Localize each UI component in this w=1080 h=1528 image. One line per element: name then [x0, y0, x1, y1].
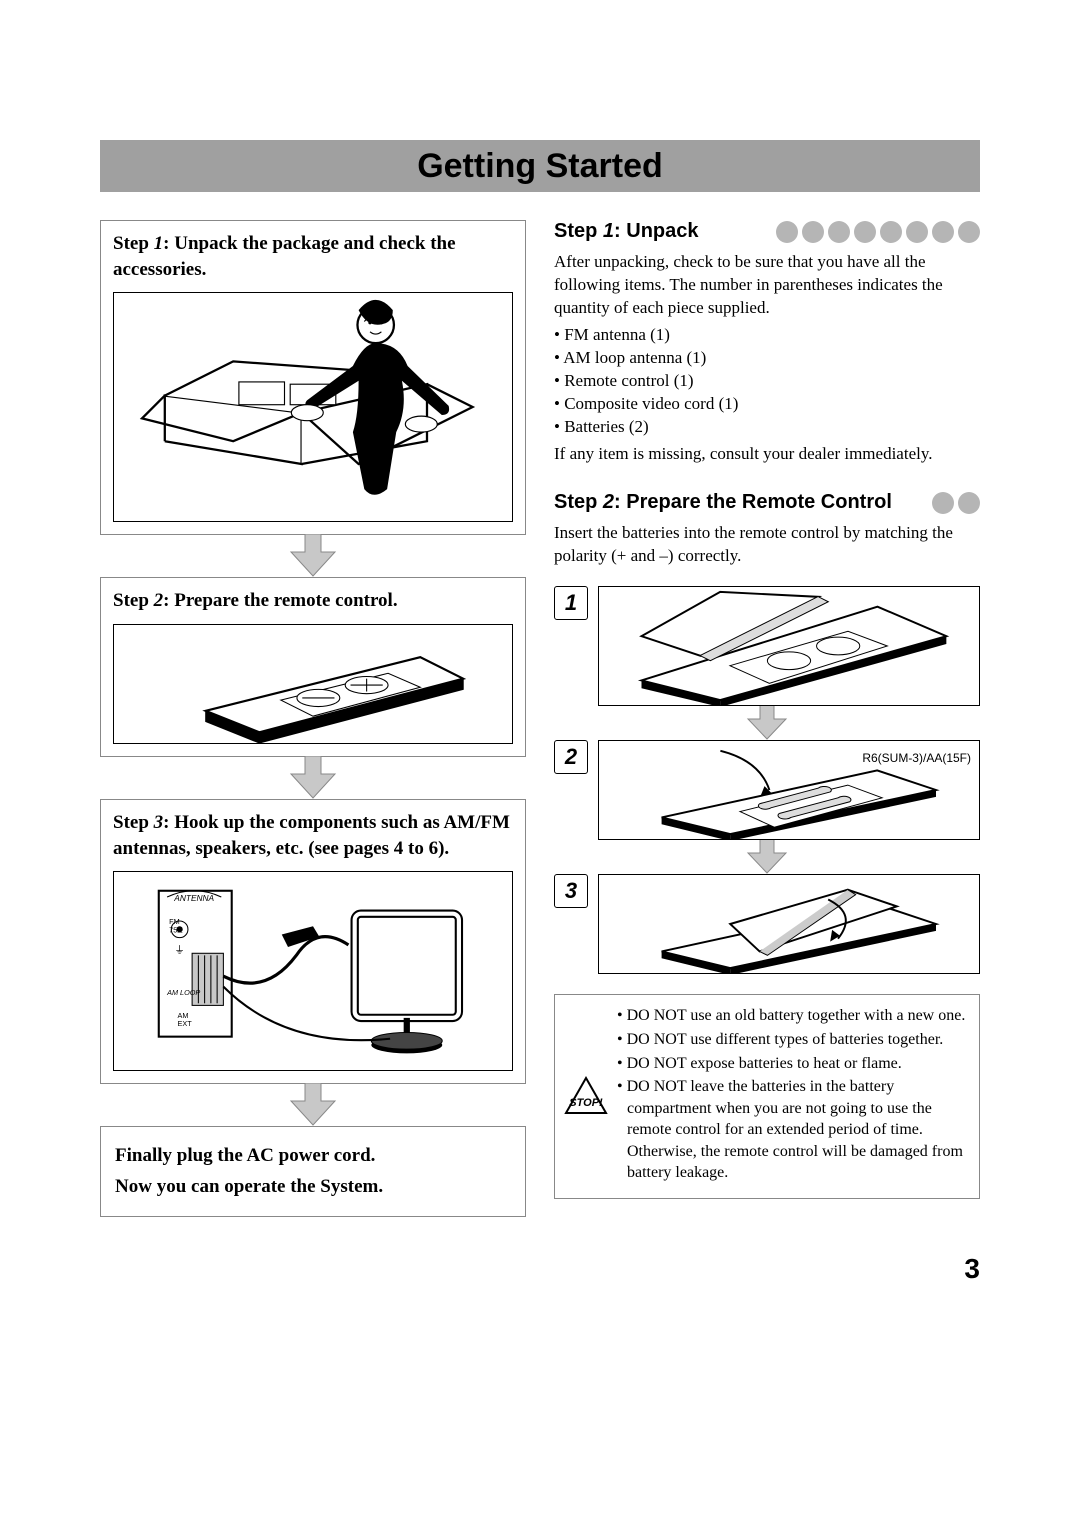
list-item: DO NOT use an old battery together with … — [617, 1005, 967, 1027]
remote-step-2: 2 R6(SUM-3)/AA(15F) — [554, 740, 980, 840]
content-columns: Step 1: Unpack the package and check the… — [100, 220, 980, 1217]
remote-step-1: 1 — [554, 586, 980, 706]
decorative-dot — [906, 221, 928, 243]
battery-label: R6(SUM-3)/AA(15F) — [862, 751, 971, 765]
step-number: 2 — [154, 590, 164, 611]
section-1-body: After unpacking, check to be sure that y… — [554, 251, 980, 465]
svg-text:ANTENNA: ANTENNA — [173, 893, 214, 903]
down-arrow-icon — [283, 1083, 343, 1127]
arrow-r1 — [554, 705, 980, 741]
left-step-1: Step 1: Unpack the package and check the… — [100, 220, 526, 535]
sec-prefix: Step — [554, 491, 597, 513]
step-text: Prepare the remote control. — [174, 590, 397, 611]
arrow-r2 — [554, 839, 980, 875]
section-2-head: Step 2: Prepare the Remote Control — [554, 491, 892, 514]
section-1-head: Step 1: Unpack — [554, 220, 699, 243]
final-box: Finally plug the AC power cord. Now you … — [100, 1126, 526, 1217]
remote-open-icon — [599, 587, 979, 705]
step-number: 3 — [154, 812, 164, 833]
arrow-2 — [100, 756, 526, 800]
left-step-1-head: Step 1: Unpack the package and check the… — [113, 231, 513, 282]
remote-step-num-2: 2 — [554, 740, 588, 774]
down-arrow-icon — [283, 534, 343, 578]
section-2-intro: Insert the batteries into the remote con… — [554, 522, 980, 568]
decorative-dot — [776, 221, 798, 243]
page-number: 3 — [100, 1253, 980, 1285]
decorative-dot — [880, 221, 902, 243]
final-line-2: Now you can operate the System. — [115, 1172, 511, 1202]
svg-text:⏚: ⏚ — [174, 944, 184, 956]
sec-title: Prepare the Remote Control — [626, 491, 892, 513]
sec-num: 2 — [603, 491, 614, 513]
arrow-3 — [100, 1083, 526, 1127]
section-1-dots — [705, 221, 980, 243]
svg-text:AM LOOP: AM LOOP — [166, 988, 200, 997]
right-column: Step 1: Unpack After unpacking, check to… — [554, 220, 980, 1217]
decorative-dot — [932, 221, 954, 243]
section-1-outro: If any item is missing, consult your dea… — [554, 443, 980, 466]
left-step-3: Step 3: Hook up the components such as A… — [100, 799, 526, 1084]
down-arrow-icon — [742, 839, 792, 875]
decorative-dot — [932, 492, 954, 514]
svg-text:EXT: EXT — [178, 1019, 193, 1028]
step-label: Step — [113, 233, 149, 254]
title-bar: Getting Started — [100, 140, 980, 192]
unpack-icon — [114, 293, 512, 521]
remote-step-2-img: R6(SUM-3)/AA(15F) — [598, 740, 980, 840]
section-2-dots — [898, 492, 980, 514]
left-step-2-head: Step 2: Prepare the remote control. — [113, 588, 513, 614]
step-number: 1 — [154, 233, 164, 254]
step-text: Hook up the components such as AM/FM ant… — [113, 812, 510, 859]
list-item: DO NOT use different types of batteries … — [617, 1029, 967, 1051]
svg-text:STOP!: STOP! — [569, 1097, 603, 1109]
list-item: FM antenna (1) — [554, 324, 980, 347]
list-item: Batteries (2) — [554, 416, 980, 439]
page-title: Getting Started — [417, 147, 663, 186]
stop-warning-box: STOP! DO NOT use an old battery together… — [554, 994, 980, 1199]
section-1-head-row: Step 1: Unpack — [554, 220, 980, 243]
stop-list: DO NOT use an old battery together with … — [617, 1005, 967, 1186]
remote-step-1-img — [598, 586, 980, 706]
unpack-illustration — [113, 292, 513, 522]
stop-icon: STOP! — [563, 1005, 609, 1186]
sec-title: Unpack — [626, 220, 698, 242]
decorative-dot — [854, 221, 876, 243]
down-arrow-icon — [283, 756, 343, 800]
final-line-1: Finally plug the AC power cord. — [115, 1141, 511, 1171]
down-arrow-icon — [742, 705, 792, 741]
sec-num: 1 — [603, 220, 614, 242]
remote-close-icon — [599, 875, 979, 973]
remote-step-3-img — [598, 874, 980, 974]
svg-text:75Ω: 75Ω — [169, 926, 183, 935]
remote-step-3: 3 — [554, 874, 980, 974]
left-step-2: Step 2: Prepare the remote control. — [100, 577, 526, 757]
sec-prefix: Step — [554, 220, 597, 242]
remote-icon — [114, 625, 512, 743]
step-label: Step — [113, 812, 149, 833]
remote-step-num-1: 1 — [554, 586, 588, 620]
decorative-dot — [958, 492, 980, 514]
remote-step-num-3: 3 — [554, 874, 588, 908]
left-step-3-head: Step 3: Hook up the components such as A… — [113, 810, 513, 861]
hookup-icon: ANTENNA FM 75Ω ⏚ AM LOOP AM EXT — [114, 872, 512, 1070]
decorative-dot — [828, 221, 850, 243]
list-item: AM loop antenna (1) — [554, 347, 980, 370]
step-label: Step — [113, 590, 149, 611]
arrow-1 — [100, 534, 526, 578]
hookup-illustration: ANTENNA FM 75Ω ⏚ AM LOOP AM EXT — [113, 871, 513, 1071]
decorative-dot — [958, 221, 980, 243]
list-item: Remote control (1) — [554, 370, 980, 393]
remote-illustration — [113, 624, 513, 744]
decorative-dot — [802, 221, 824, 243]
list-item: DO NOT leave the batteries in the batter… — [617, 1076, 967, 1184]
list-item: DO NOT expose batteries to heat or flame… — [617, 1053, 967, 1075]
section-2-body: Insert the batteries into the remote con… — [554, 522, 980, 568]
unpack-list: FM antenna (1)AM loop antenna (1)Remote … — [554, 324, 980, 439]
section-1-intro: After unpacking, check to be sure that y… — [554, 251, 980, 320]
section-2-head-row: Step 2: Prepare the Remote Control — [554, 491, 980, 514]
left-column: Step 1: Unpack the package and check the… — [100, 220, 526, 1217]
list-item: Composite video cord (1) — [554, 393, 980, 416]
